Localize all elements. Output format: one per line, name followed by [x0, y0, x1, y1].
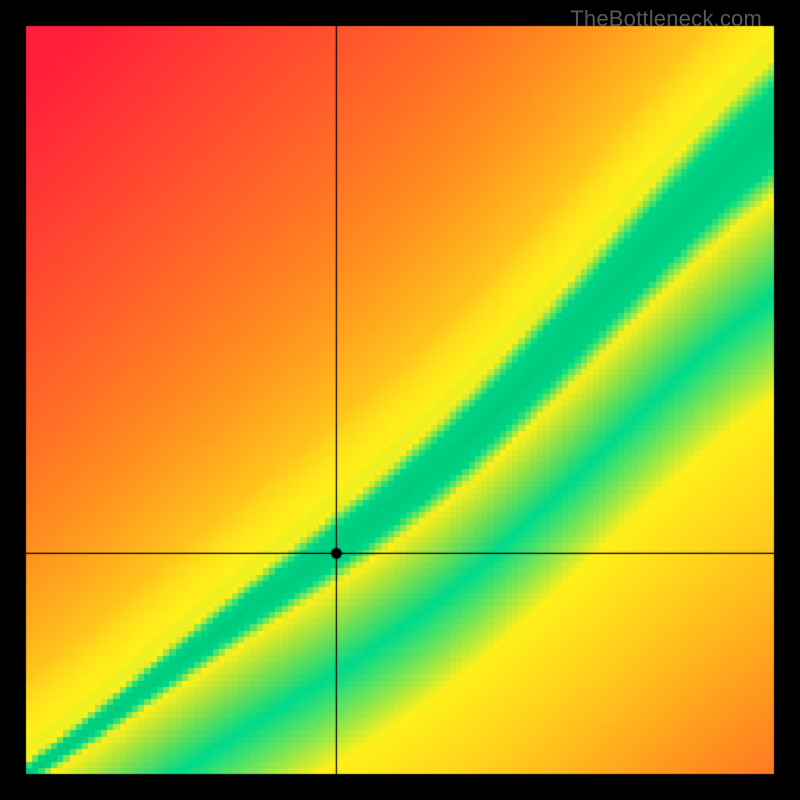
watermark-text: TheBottleneck.com: [570, 6, 762, 32]
bottleneck-heatmap: [0, 0, 800, 800]
